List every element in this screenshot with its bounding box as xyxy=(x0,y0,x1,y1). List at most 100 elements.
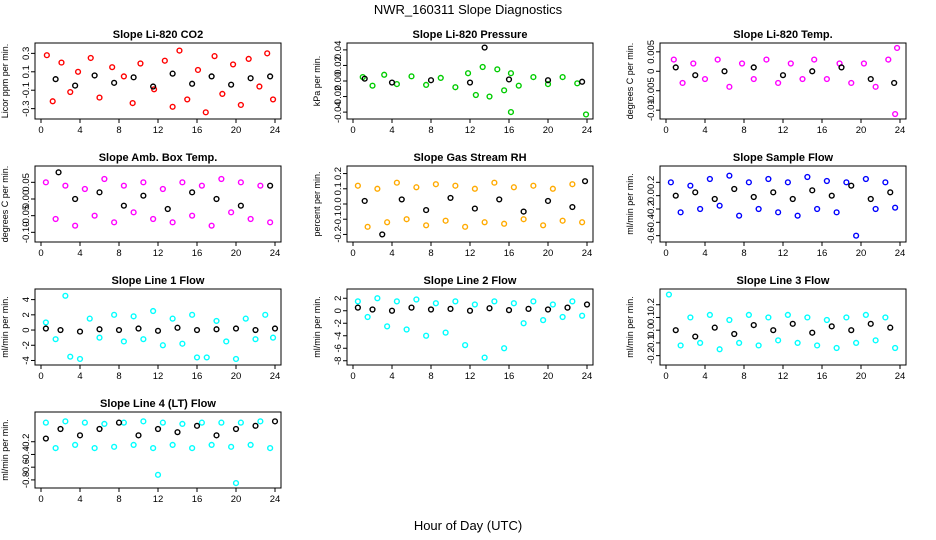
data-point xyxy=(882,314,889,321)
data-point xyxy=(232,355,240,363)
x-tick-label: 24 xyxy=(270,371,281,382)
y-tick-label: 0.2 xyxy=(646,176,657,189)
panel-6: Slope Sample Flow ml/min per min. 0 4 8 12 16 2… xyxy=(625,152,907,259)
data-point xyxy=(120,419,127,426)
data-point xyxy=(885,56,892,63)
data-point xyxy=(267,182,274,189)
data-point xyxy=(364,223,371,230)
data-point xyxy=(101,420,108,428)
data-point xyxy=(530,74,537,81)
x-tick-label: 24 xyxy=(270,248,281,259)
data-point xyxy=(520,208,527,215)
y-axis-label: kPa per min. xyxy=(312,56,322,107)
data-point xyxy=(579,78,586,85)
data-point xyxy=(229,61,237,68)
x-tick-label: 4 xyxy=(77,494,82,505)
data-point xyxy=(530,298,537,305)
data-point xyxy=(794,339,801,347)
data-point xyxy=(442,217,449,224)
data-point xyxy=(361,75,368,82)
data-point xyxy=(540,317,547,324)
data-point xyxy=(130,313,137,320)
data-point xyxy=(96,425,103,433)
panel-title: Slope Amb. Box Temp. xyxy=(99,152,218,164)
data-point xyxy=(496,196,503,203)
data-point xyxy=(887,324,894,331)
x-tick-label: 20 xyxy=(543,371,554,382)
data-point xyxy=(775,209,782,216)
series-1 xyxy=(42,175,274,229)
y-tick-label: -0.1 xyxy=(333,211,344,227)
data-point xyxy=(697,205,704,213)
y-axis-label: degrees C per min. xyxy=(625,43,635,120)
y-axis-label: ml/min per min. xyxy=(625,173,635,235)
data-point xyxy=(179,340,186,347)
series-1 xyxy=(359,63,590,118)
data-point xyxy=(58,59,65,66)
data-point xyxy=(159,419,166,426)
x-tick-label: 16 xyxy=(192,125,203,136)
data-point xyxy=(247,215,254,223)
y-tick-label: -0.10 xyxy=(21,222,32,244)
data-point xyxy=(193,354,201,361)
x-tick-label: 4 xyxy=(389,248,394,259)
x-tick-label: 4 xyxy=(702,125,707,136)
data-point xyxy=(242,315,249,322)
data-point xyxy=(140,336,147,343)
data-point xyxy=(750,193,757,201)
data-point xyxy=(43,52,50,59)
data-point xyxy=(471,301,478,308)
data-point xyxy=(738,60,746,67)
data-point xyxy=(828,323,835,330)
data-point xyxy=(501,345,508,352)
panel-3: Slope Li-820 Temp. degrees C per min. 0 4 8 1… xyxy=(625,29,907,136)
data-point xyxy=(120,73,127,80)
data-point xyxy=(52,215,59,223)
y-tick-label: -0.6 xyxy=(21,459,32,475)
y-tick-label: -0.05 xyxy=(21,205,32,227)
y-tick-label: -0.8 xyxy=(21,472,32,488)
series-1 xyxy=(354,179,586,230)
data-point xyxy=(823,177,830,185)
data-point xyxy=(794,212,801,219)
data-point xyxy=(692,189,699,196)
data-point xyxy=(87,54,94,62)
series-1 xyxy=(665,291,899,353)
data-point xyxy=(892,204,899,211)
data-point xyxy=(814,342,821,349)
y-tick-label: 4 xyxy=(21,297,32,302)
data-point xyxy=(76,328,84,335)
data-point xyxy=(271,325,279,332)
data-point xyxy=(52,76,59,83)
data-point xyxy=(81,419,88,426)
data-point xyxy=(72,222,79,229)
panel-title: Slope Line 3 Flow xyxy=(737,275,830,287)
data-point xyxy=(872,205,879,213)
data-point xyxy=(867,75,874,83)
x-tick-label: 8 xyxy=(116,371,121,382)
data-point xyxy=(267,73,274,80)
data-point xyxy=(672,327,679,334)
x-tick-label: 8 xyxy=(741,371,746,382)
x-tick-label: 16 xyxy=(504,125,515,136)
data-point xyxy=(697,339,704,347)
data-point xyxy=(466,79,474,86)
data-point xyxy=(86,315,93,322)
series-1 xyxy=(354,295,586,361)
data-point xyxy=(692,72,699,79)
data-point xyxy=(184,96,191,103)
data-point xyxy=(670,56,677,63)
y-tick-label: 0.00 xyxy=(21,190,32,209)
data-point xyxy=(862,311,869,319)
data-point xyxy=(544,77,552,84)
x-tick-label: 20 xyxy=(543,125,554,136)
data-point xyxy=(564,304,571,311)
data-point xyxy=(471,185,478,192)
panel-title: Slope Li-820 Temp. xyxy=(733,29,832,41)
data-point xyxy=(154,327,162,334)
data-point xyxy=(198,419,205,426)
data-point xyxy=(559,217,566,224)
data-point xyxy=(96,189,103,196)
data-point xyxy=(501,220,508,227)
data-point xyxy=(256,83,263,90)
